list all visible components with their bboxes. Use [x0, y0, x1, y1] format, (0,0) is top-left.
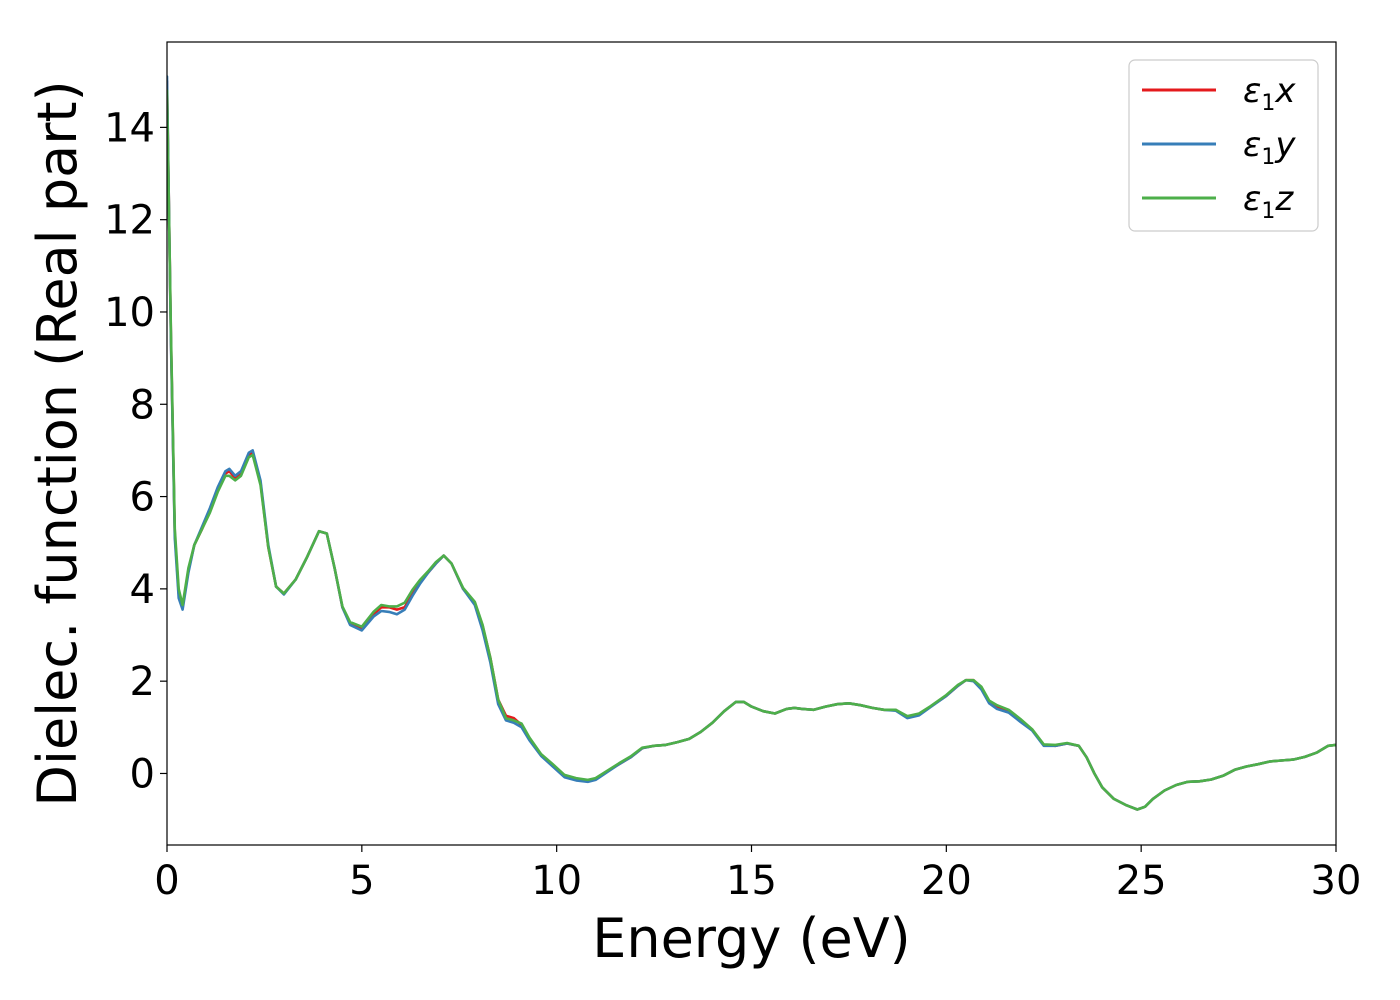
y-tick-label: 8	[130, 382, 155, 428]
x-axis-title: Energy (eV)	[592, 907, 911, 970]
y-tick-label: 14	[104, 105, 155, 151]
legend-frame	[1128, 59, 1319, 232]
y-tick-label: 10	[104, 290, 155, 336]
y-tick-label: 0	[130, 751, 155, 797]
legend-label-y: ε1y	[1243, 125, 1296, 170]
y-axis-ticks: 0 2 4 6 8 10 12 14	[104, 105, 167, 797]
x-tick-label: 10	[531, 858, 582, 904]
y-axis-title: Dielec. function (Real part)	[26, 80, 89, 806]
series-line-z	[167, 89, 1336, 811]
series-layer	[167, 75, 1336, 811]
y-tick-label: 12	[104, 198, 155, 244]
x-tick-label: 20	[921, 858, 972, 904]
y-tick-label: 2	[130, 659, 155, 705]
legend-label-x: ε1x	[1243, 71, 1296, 116]
x-axis-ticks: 0 5 10 15 20 25 30	[154, 845, 1361, 904]
x-tick-label: 0	[154, 858, 179, 904]
x-tick-label: 15	[726, 858, 777, 904]
x-tick-label: 5	[349, 858, 374, 904]
y-tick-label: 6	[130, 475, 155, 521]
legend-label-z: ε1z	[1243, 179, 1294, 224]
x-tick-label: 25	[1116, 858, 1167, 904]
x-tick-label: 30	[1311, 858, 1362, 904]
legend: ε1x ε1y ε1z	[1128, 59, 1319, 232]
y-tick-label: 4	[130, 567, 155, 613]
